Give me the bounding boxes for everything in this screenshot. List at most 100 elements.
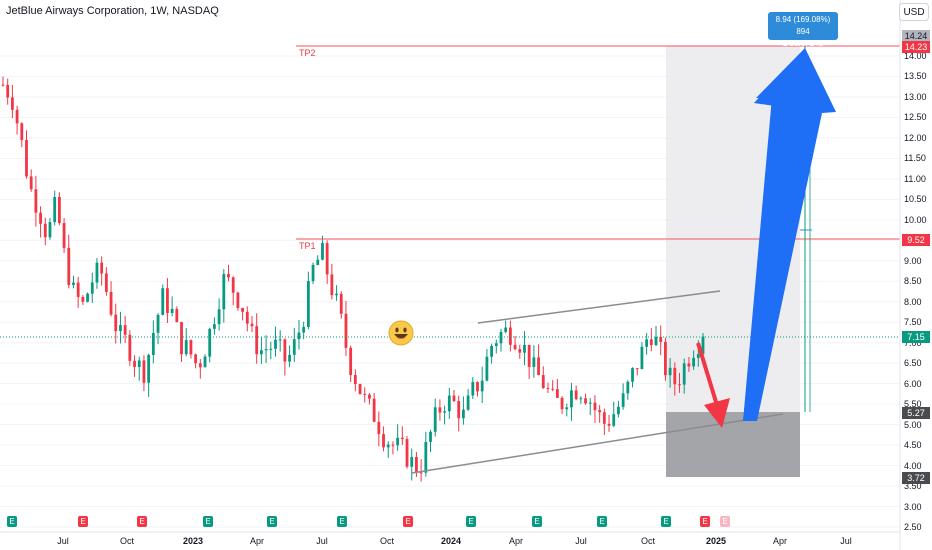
candle-body (189, 340, 193, 355)
earnings-badge[interactable]: E (700, 516, 710, 527)
candle-body (476, 382, 479, 392)
candle-body (682, 363, 686, 385)
price-tick: 10.00 (904, 214, 927, 225)
earnings-badge[interactable]: E (78, 516, 88, 527)
earnings-badge[interactable]: E (532, 516, 542, 527)
candle-body (302, 326, 306, 333)
candle-body (231, 277, 235, 293)
candle-body (6, 84, 10, 98)
candle-body (137, 360, 141, 368)
earnings-badge[interactable]: E (597, 516, 607, 527)
candle-body (344, 313, 348, 348)
candle-body (391, 444, 395, 446)
smiley-icon (388, 320, 414, 346)
candle-body (222, 273, 226, 310)
candle-body (203, 356, 207, 368)
candle-body (546, 387, 550, 389)
down-arrow[interactable] (696, 342, 730, 428)
candle-body (673, 367, 677, 385)
candle-body (72, 282, 75, 285)
candle-body (119, 325, 122, 332)
candle-body (278, 339, 282, 341)
time-tick: Apr (249, 536, 265, 546)
earnings-badge[interactable]: E (203, 516, 213, 527)
candle-body (485, 356, 489, 381)
candle-body (363, 393, 367, 395)
earnings-badge[interactable]: E (466, 516, 476, 527)
candle-body (490, 345, 493, 357)
time-tick: Jul (575, 536, 587, 546)
candle-body (151, 332, 155, 355)
candle-body (532, 357, 536, 367)
time-tick: 2025 (705, 536, 727, 546)
candle-body (560, 397, 564, 410)
candle-body (447, 395, 451, 412)
tp2-label: TP2 (299, 48, 316, 58)
earnings-badge[interactable]: E (661, 516, 671, 527)
candle-body (386, 444, 390, 448)
price-tick: 7.50 (904, 317, 922, 328)
candle-body (612, 414, 616, 426)
candle-body (311, 264, 315, 282)
candle-body (635, 368, 639, 370)
earnings-badge[interactable]: E (403, 516, 413, 527)
candle-body (541, 375, 545, 388)
box-top-tag: 14.24 (902, 30, 930, 42)
candle-body (499, 331, 503, 344)
candle-body (382, 434, 385, 448)
candle-body (10, 97, 14, 110)
earnings-badge[interactable]: E (7, 516, 17, 527)
candle-body (76, 282, 80, 297)
candle-body (53, 197, 57, 223)
candle-body (419, 472, 423, 474)
candle-body (90, 282, 94, 294)
candle-body (288, 354, 291, 362)
candle-body (100, 262, 104, 274)
price-tick: 12.50 (904, 112, 927, 123)
candle-body (429, 431, 432, 442)
candle-body (462, 409, 465, 419)
candle-body (133, 360, 136, 368)
candle-body (555, 389, 559, 398)
price-tick: 6.50 (904, 358, 922, 369)
earnings-badge[interactable]: E (267, 516, 277, 527)
earnings-badge[interactable]: E (720, 516, 730, 527)
candle-body (668, 367, 672, 376)
time-tick: 2023 (182, 536, 204, 546)
candle-body (306, 281, 310, 327)
candle-body (588, 402, 592, 404)
candle-body (640, 346, 644, 369)
candle-body (86, 293, 89, 302)
price-tick: 8.50 (904, 276, 922, 287)
candle-body (109, 291, 113, 315)
tp1-price-tag: 9.52 (902, 234, 930, 246)
price-tick: 3.50 (904, 481, 922, 492)
tp2-price-tag: 14.23 (902, 41, 930, 53)
candle-body (156, 314, 160, 333)
candle-body (494, 343, 498, 346)
candle-body (457, 401, 461, 419)
up-arrow[interactable] (743, 48, 836, 421)
candle-body (297, 332, 301, 340)
candle-body (480, 380, 484, 392)
candle-body (593, 402, 597, 411)
candle-body (617, 406, 620, 415)
candle-body (217, 309, 221, 325)
candle-body (649, 339, 653, 346)
price-tick: 10.50 (904, 194, 927, 205)
candle-body (579, 398, 583, 400)
candle-body (241, 308, 244, 312)
candle-body (645, 339, 649, 347)
candle-body (659, 336, 663, 342)
channel-upper-line[interactable] (477, 290, 721, 324)
currency-button[interactable]: USD (899, 3, 929, 21)
earnings-badge[interactable]: E (137, 516, 147, 527)
candle-body (415, 457, 418, 473)
candle-body (565, 407, 569, 410)
candle-body (466, 395, 470, 410)
earnings-badge[interactable]: E (337, 516, 347, 527)
low-price-tag: 3.72 (902, 472, 930, 484)
price-tick: 13.00 (904, 91, 927, 102)
candle-body (400, 437, 404, 440)
